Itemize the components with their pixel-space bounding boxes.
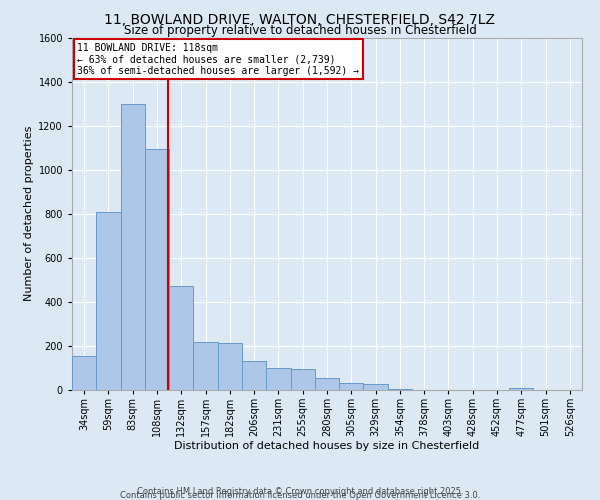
- Bar: [364, 384, 388, 390]
- Bar: [145, 149, 169, 390]
- Bar: [266, 368, 290, 390]
- Bar: [339, 384, 364, 390]
- Bar: [315, 378, 339, 390]
- X-axis label: Distribution of detached houses by size in Chesterfield: Distribution of detached houses by size …: [175, 440, 479, 450]
- Text: 11, BOWLAND DRIVE, WALTON, CHESTERFIELD, S42 7LZ: 11, BOWLAND DRIVE, WALTON, CHESTERFIELD,…: [104, 12, 496, 26]
- Bar: [121, 104, 145, 390]
- Bar: [218, 342, 242, 390]
- Bar: [388, 389, 412, 390]
- Text: Contains public sector information licensed under the Open Government Licence 3.: Contains public sector information licen…: [120, 491, 480, 500]
- Bar: [72, 356, 96, 390]
- Bar: [242, 362, 266, 390]
- Text: Contains HM Land Registry data © Crown copyright and database right 2025.: Contains HM Land Registry data © Crown c…: [137, 487, 463, 496]
- Bar: [290, 369, 315, 390]
- Text: 11 BOWLAND DRIVE: 118sqm
← 63% of detached houses are smaller (2,739)
36% of sem: 11 BOWLAND DRIVE: 118sqm ← 63% of detach…: [77, 43, 359, 76]
- Y-axis label: Number of detached properties: Number of detached properties: [24, 126, 34, 302]
- Bar: [96, 212, 121, 390]
- Text: Size of property relative to detached houses in Chesterfield: Size of property relative to detached ho…: [124, 24, 476, 37]
- Bar: [193, 342, 218, 390]
- Bar: [169, 286, 193, 390]
- Bar: [509, 388, 533, 390]
